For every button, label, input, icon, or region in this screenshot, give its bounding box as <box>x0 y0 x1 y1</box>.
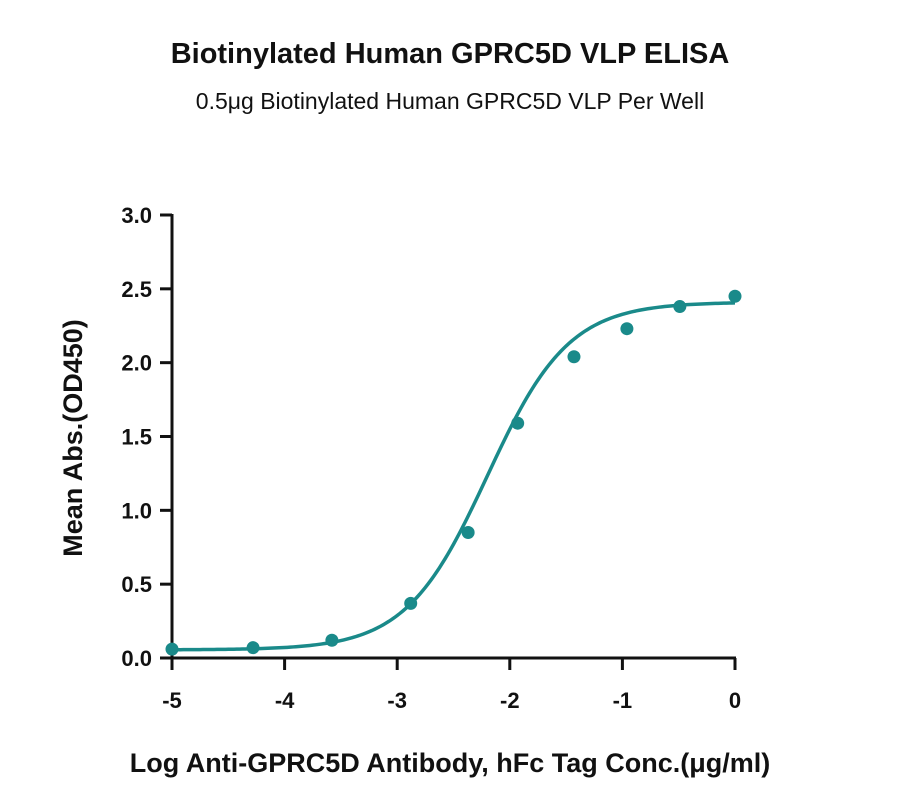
fit-curve <box>171 301 736 652</box>
data-point <box>325 633 339 647</box>
data-point <box>567 350 581 364</box>
data-point <box>728 289 742 303</box>
y-tick-label: 1.0 <box>121 498 152 523</box>
axes: -5 -4 -3 -2 -1 0 0.0 0.5 1.0 1.5 2.0 2.5 3.0 <box>121 203 741 713</box>
x-tick-label: -4 <box>275 688 295 713</box>
y-tick-label: 3.0 <box>121 203 152 228</box>
x-tick-label: -1 <box>613 688 633 713</box>
data-point <box>511 416 525 430</box>
data-point <box>461 525 475 539</box>
data-point <box>246 641 260 655</box>
data-point <box>673 300 687 314</box>
fit-curve-group <box>171 301 736 652</box>
y-tick-label: 0.0 <box>121 646 152 671</box>
x-tick-label: 0 <box>729 688 741 713</box>
x-axis-label: Log Anti-GPRC5D Antibody, hFc Tag Conc.(… <box>130 748 770 778</box>
data-point <box>620 322 634 336</box>
data-point <box>404 596 418 610</box>
y-tick-label: 1.5 <box>121 425 152 450</box>
y-axis-label: Mean Abs.(OD450) <box>58 319 88 557</box>
chart-title: Biotinylated Human GPRC5D VLP ELISA <box>170 38 730 70</box>
x-tick-label: -3 <box>387 688 407 713</box>
x-tick-label: -2 <box>500 688 520 713</box>
x-tick-label: -5 <box>162 688 182 713</box>
y-tick-label: 2.5 <box>121 277 152 302</box>
chart-subtitle: 0.5μg Biotinylated Human GPRC5D VLP Per … <box>195 88 705 114</box>
data-points <box>165 289 742 656</box>
y-tick-label: 2.0 <box>121 351 152 376</box>
data-point <box>165 642 179 656</box>
y-tick-label: 0.5 <box>121 572 152 597</box>
